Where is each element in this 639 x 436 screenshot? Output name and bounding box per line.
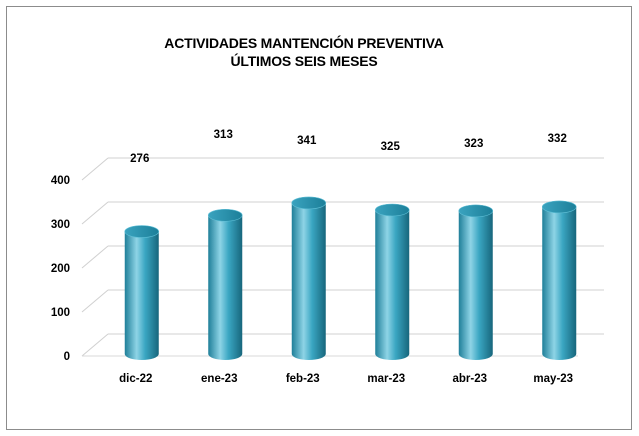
chart-title: ACTIVIDADES MANTENCIÓN PREVENTIVA [164, 35, 444, 51]
bar [124, 225, 160, 360]
gridlines [81, 157, 604, 357]
data-label: 325 [381, 141, 401, 153]
x-tick-label: ene-23 [201, 373, 237, 385]
bar-top [374, 203, 410, 217]
x-tick-label: mar-23 [367, 373, 405, 385]
bar-top [291, 196, 327, 210]
gridline-diagonal [81, 157, 109, 181]
bar [541, 200, 577, 360]
data-label: 332 [548, 133, 567, 145]
bar-body [208, 215, 243, 360]
y-tick-label: 300 [51, 219, 70, 231]
bar-top [458, 204, 494, 218]
gridline-diagonal [81, 245, 109, 269]
bar [291, 196, 327, 360]
bar-body [458, 210, 493, 360]
bars [124, 196, 577, 360]
chart-subtitle: ÚLTIMOS SEIS MESES [230, 53, 378, 69]
y-tick-label: 200 [51, 263, 70, 275]
x-tick-label: dic-22 [119, 373, 152, 385]
x-tick-label: may-23 [533, 373, 573, 385]
bar-body [291, 202, 326, 360]
bar [458, 204, 494, 360]
bar-top [541, 200, 577, 214]
gridline-diagonal [81, 333, 109, 357]
x-tick-label: feb-23 [286, 373, 320, 385]
data-label: 341 [297, 135, 317, 147]
gridline-diagonal [81, 289, 109, 313]
y-tick-label: 100 [51, 307, 70, 319]
bar-body [542, 206, 577, 360]
y-tick-label: 400 [51, 175, 70, 187]
y-axis: 0 100 200 300 400 [51, 175, 70, 363]
bar-top [207, 208, 243, 222]
x-axis: dic-22 ene-23 feb-23 mar-23 abr-23 may-23 [119, 373, 573, 385]
data-labels: 276 313 341 325 323 332 [130, 129, 567, 165]
y-tick-label: 0 [64, 351, 70, 363]
bar-body [124, 231, 159, 360]
x-tick-label: abr-23 [452, 373, 487, 385]
data-label: 313 [214, 129, 233, 141]
data-label: 276 [130, 153, 149, 165]
gridline-diagonal [81, 201, 109, 225]
bar [374, 203, 410, 360]
data-label: 323 [464, 138, 483, 150]
bar [207, 208, 243, 360]
bar-top [124, 225, 160, 238]
bar-body [375, 210, 410, 360]
